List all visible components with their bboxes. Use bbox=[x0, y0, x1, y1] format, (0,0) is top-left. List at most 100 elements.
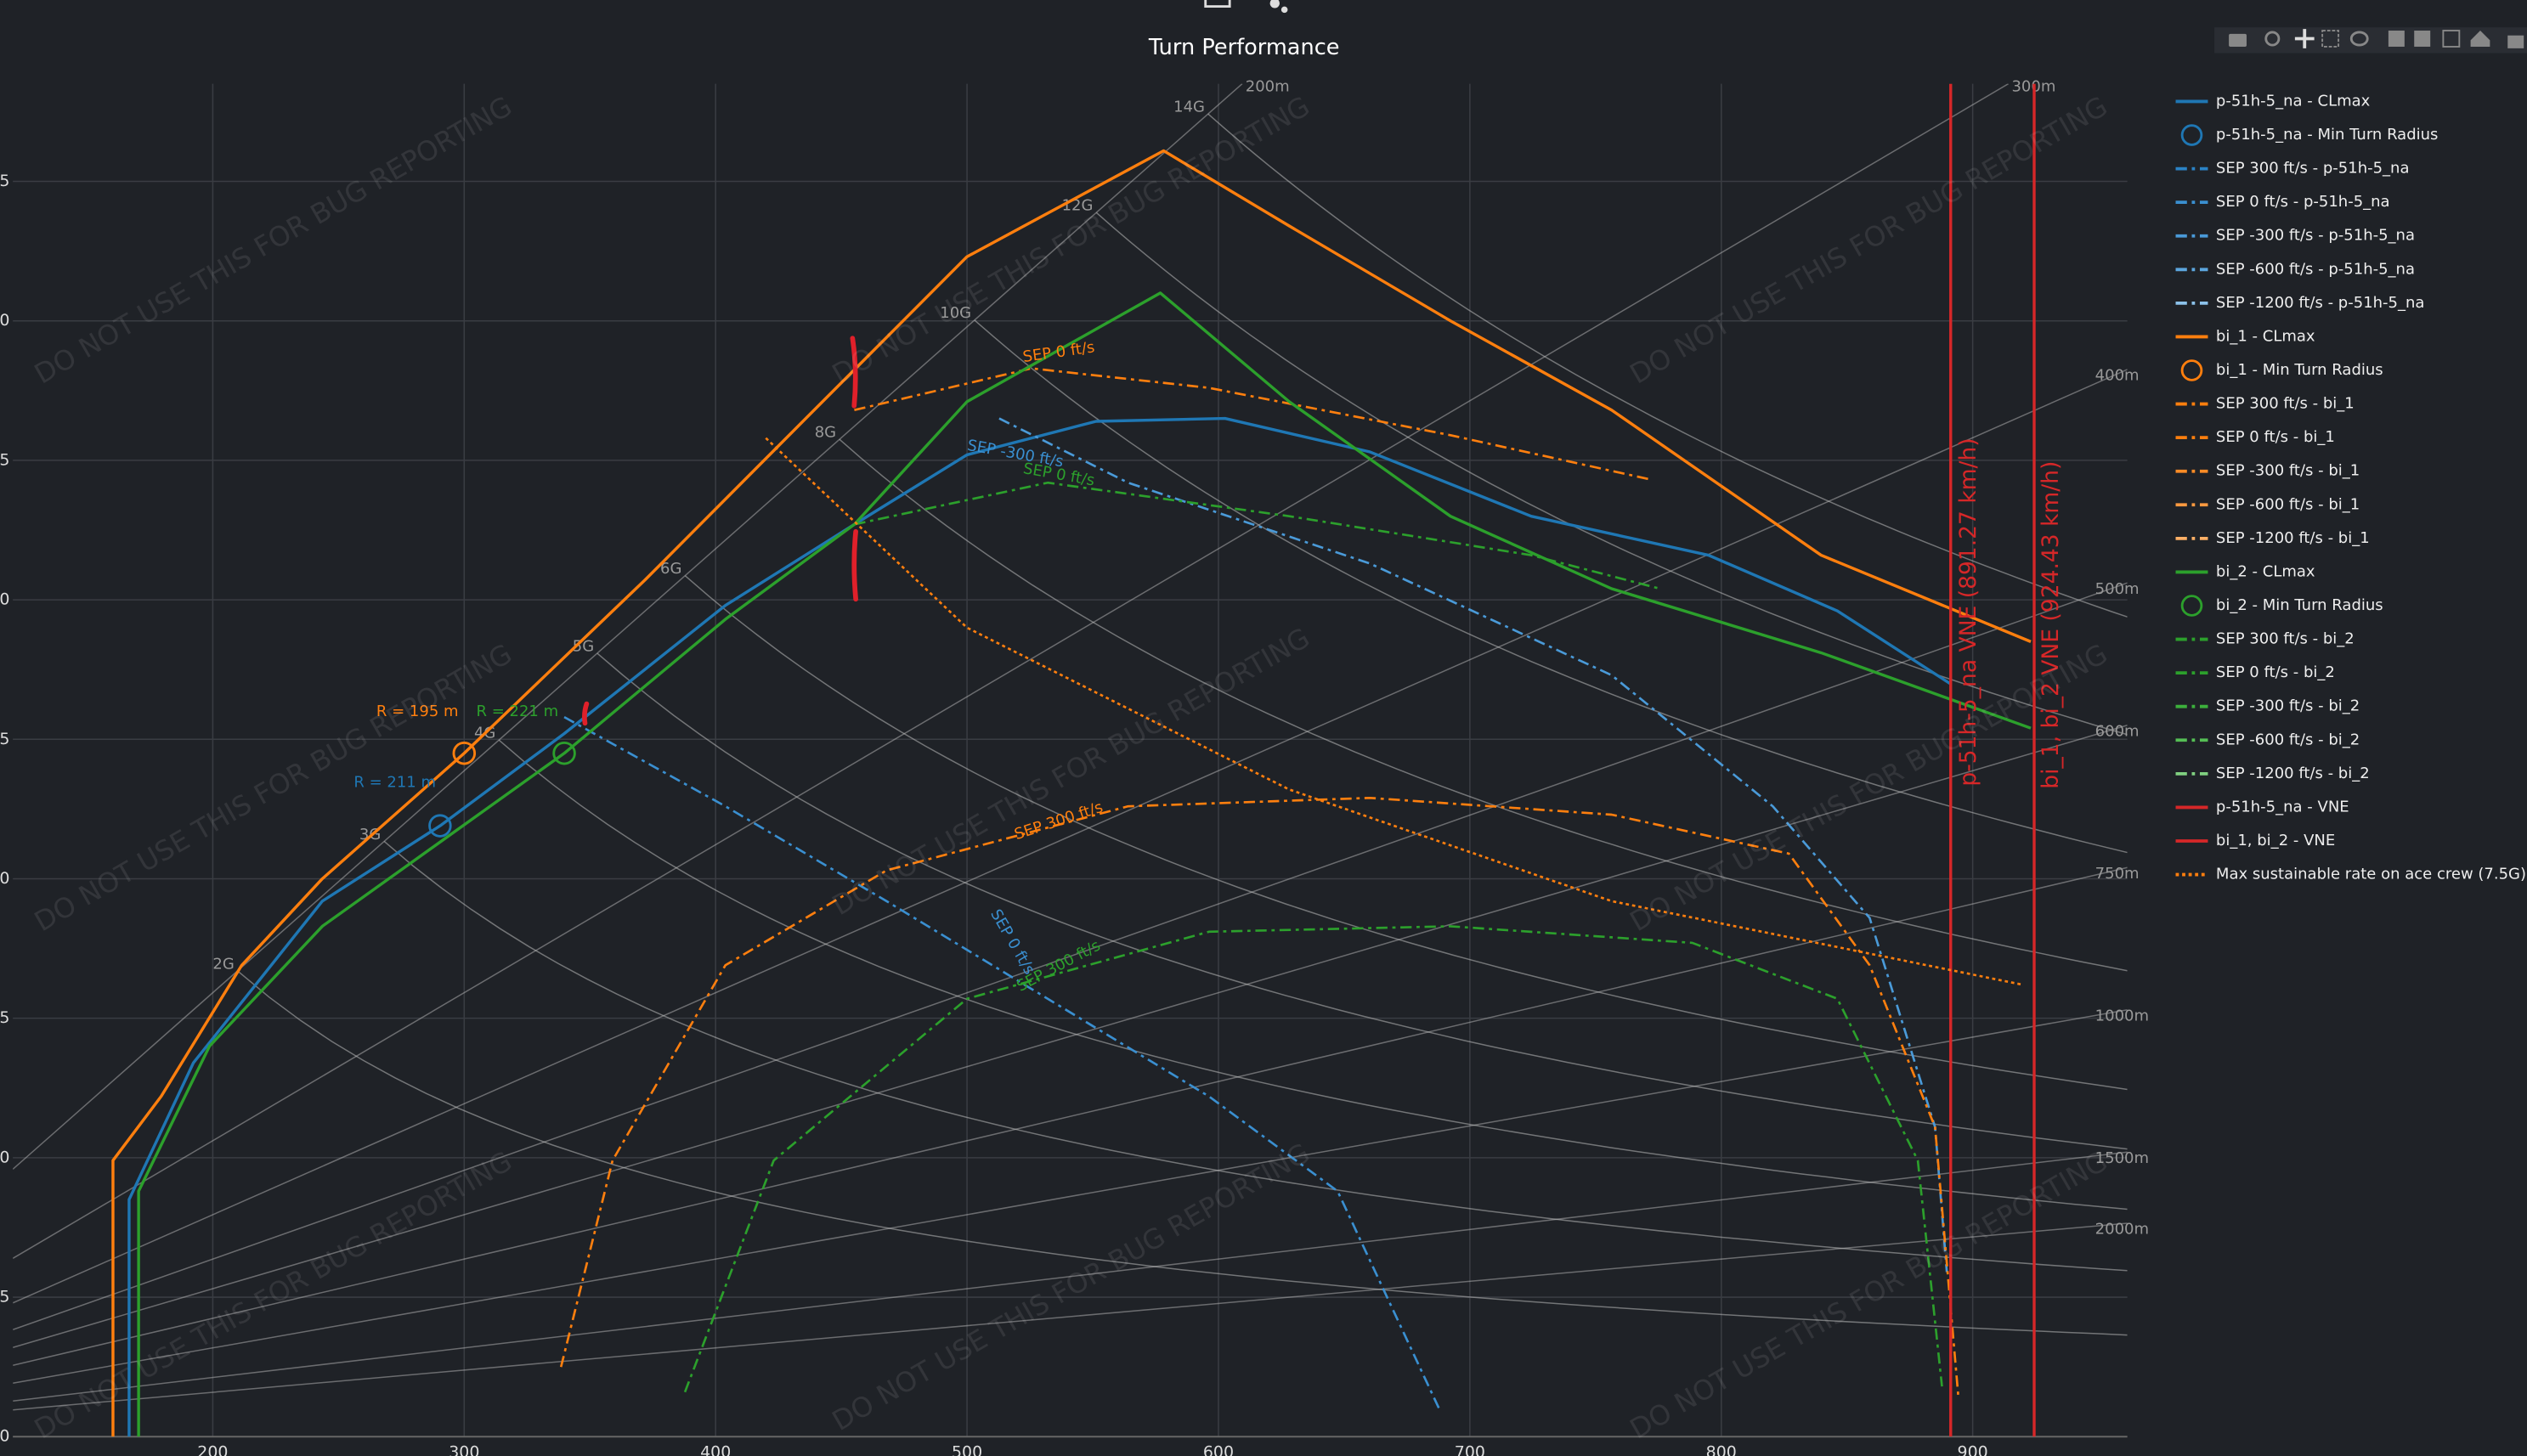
legend-label[interactable]: p-51h-5_na - CLmax bbox=[2216, 92, 2371, 110]
legend: p-51h-5_na - CLmax p-51h-5_na - Min Turn … bbox=[2175, 92, 2526, 883]
legend-label[interactable]: p-51h-5_na - VNE bbox=[2216, 798, 2349, 815]
g-line bbox=[1207, 113, 2128, 618]
legend-label[interactable]: SEP -1200 ft/s - p-51h-5_na bbox=[2216, 294, 2425, 312]
sep-line bbox=[563, 715, 1440, 1410]
y-tick-label: 25 bbox=[0, 730, 9, 748]
radius-line bbox=[13, 83, 2010, 1259]
sep-line bbox=[854, 367, 1653, 482]
y-tick-label: 15 bbox=[0, 1008, 9, 1027]
legend-label[interactable]: bi_1 - Min Turn Radius bbox=[2216, 361, 2383, 379]
series-line bbox=[111, 149, 2032, 1437]
y-tick-label: 30 bbox=[0, 590, 9, 609]
curve-label: R = 211 m bbox=[353, 773, 436, 791]
sep-line bbox=[559, 796, 1960, 1398]
tool-pan[interactable] bbox=[2294, 29, 2315, 48]
radius-line bbox=[13, 83, 1243, 1170]
legend-label[interactable]: SEP 0 ft/s - p-51h-5_na bbox=[2216, 193, 2390, 211]
grid: 200 300 400 500 600 700 800 900 0 5 10 15 20 25 30 35 40… bbox=[0, 83, 2128, 1456]
series-line bbox=[127, 416, 1951, 1437]
radius-line-label: 2000m bbox=[2095, 1221, 2149, 1239]
x-tick-label: 400 bbox=[700, 1443, 731, 1456]
radius-line-label: 600m bbox=[2095, 722, 2140, 740]
curve-label: R = 221 m bbox=[476, 703, 558, 720]
g-line bbox=[839, 438, 2128, 972]
icon bbox=[1280, 6, 1288, 14]
tool-autoscale[interactable] bbox=[2442, 30, 2461, 48]
legend-label[interactable]: SEP -1200 ft/s - bi_2 bbox=[2216, 765, 2370, 782]
legend-label[interactable]: bi_2 - CLmax bbox=[2216, 562, 2315, 580]
sep-line bbox=[998, 417, 1948, 1273]
legend-label[interactable]: SEP -300 ft/s - bi_1 bbox=[2216, 462, 2360, 480]
legend-label[interactable]: SEP 300 ft/s - bi_2 bbox=[2216, 630, 2355, 648]
icon[interactable] bbox=[1269, 0, 1280, 8]
g-line bbox=[383, 840, 2128, 1272]
legend-label[interactable]: Max sustainable rate on ace crew (7.5G) bbox=[2216, 866, 2526, 883]
x-tick-label: 800 bbox=[1706, 1443, 1737, 1456]
x-tick-label: 300 bbox=[449, 1443, 479, 1456]
legend-label[interactable]: SEP -600 ft/s - bi_2 bbox=[2216, 731, 2360, 748]
g-line-label: 8G bbox=[815, 424, 836, 442]
radius-line bbox=[13, 582, 2128, 1331]
g-line bbox=[974, 319, 2128, 854]
g-line bbox=[1095, 212, 2128, 736]
tool-select[interactable] bbox=[2321, 30, 2340, 48]
vne-label: p-51h-5_na VNE (891.27 km/h) bbox=[1955, 437, 1981, 786]
plot-marks bbox=[111, 83, 2036, 1437]
min-radius-marker bbox=[428, 814, 452, 838]
x-tick-label: 600 bbox=[1203, 1443, 1234, 1456]
radius-line bbox=[13, 1222, 2128, 1411]
radius-line-label: 1500m bbox=[2095, 1149, 2149, 1167]
user-scribbles bbox=[582, 336, 858, 726]
radius-line bbox=[13, 369, 2128, 1304]
legend-label[interactable]: SEP -600 ft/s - p-51h-5_na bbox=[2216, 260, 2415, 278]
legend-label[interactable]: bi_1, bi_2 - VNE bbox=[2216, 832, 2335, 849]
legend-label[interactable]: SEP -600 ft/s - bi_1 bbox=[2216, 495, 2360, 513]
radius-line bbox=[13, 866, 2128, 1367]
legend-label[interactable]: SEP 300 ft/s - p-51h-5_na bbox=[2216, 160, 2410, 178]
x-tick-label: 700 bbox=[1455, 1443, 1485, 1456]
radius-line bbox=[13, 1151, 2128, 1402]
x-tick-label: 900 bbox=[1958, 1443, 1988, 1456]
radius-line bbox=[13, 724, 2128, 1349]
tool-lasso[interactable] bbox=[2349, 31, 2369, 47]
guides bbox=[13, 83, 2128, 1411]
radius-line-label: 400m bbox=[2095, 367, 2140, 385]
radius-line-label: 500m bbox=[2095, 580, 2140, 598]
g-line-label: 14G bbox=[1173, 99, 1205, 116]
scribble bbox=[582, 336, 858, 726]
tool-zoom-out[interactable] bbox=[2414, 31, 2431, 47]
tool-zoom[interactable] bbox=[2264, 31, 2281, 47]
series-line bbox=[137, 291, 2032, 1437]
radius-line bbox=[13, 1008, 2128, 1385]
legend-label[interactable]: SEP -300 ft/s - p-51h-5_na bbox=[2216, 227, 2415, 245]
toolbar bbox=[2214, 27, 2527, 54]
tool-home[interactable] bbox=[2470, 31, 2490, 47]
legend-label[interactable]: p-51h-5_na - Min Turn Radius bbox=[2216, 126, 2439, 144]
legend-label[interactable]: SEP 0 ft/s - bi_2 bbox=[2216, 663, 2335, 681]
x-tick-label: 500 bbox=[952, 1443, 982, 1456]
legend-label[interactable]: bi_1 - CLmax bbox=[2216, 327, 2315, 345]
sep-line bbox=[765, 437, 2023, 986]
tool-logo[interactable] bbox=[2507, 35, 2524, 48]
legend-label[interactable]: SEP 0 ft/s - bi_1 bbox=[2216, 428, 2335, 446]
legend-label[interactable]: SEP -1200 ft/s - bi_1 bbox=[2216, 529, 2370, 547]
g-line bbox=[237, 970, 2128, 1336]
radius-line-label: 1000m bbox=[2095, 1007, 2149, 1024]
icon[interactable] bbox=[1204, 0, 1231, 8]
legend-label[interactable]: bi_2 - Min Turn Radius bbox=[2216, 596, 2383, 614]
g-line bbox=[684, 575, 2128, 1091]
tool-camera[interactable] bbox=[2229, 33, 2247, 47]
legend-label[interactable]: SEP 300 ft/s - bi_1 bbox=[2216, 395, 2355, 413]
g-line-label: 6G bbox=[660, 560, 681, 578]
top-icons bbox=[1204, 0, 1288, 14]
legend-symbol bbox=[2180, 595, 2203, 617]
tool-zoom-in[interactable] bbox=[2388, 31, 2405, 47]
legend-label[interactable]: SEP -300 ft/s - bi_2 bbox=[2216, 697, 2360, 715]
min-radius-marker bbox=[452, 741, 477, 765]
g-line-label: 10G bbox=[940, 304, 971, 322]
y-tick-label: 0 bbox=[0, 1427, 9, 1446]
curve-label: R = 195 m bbox=[376, 703, 459, 720]
